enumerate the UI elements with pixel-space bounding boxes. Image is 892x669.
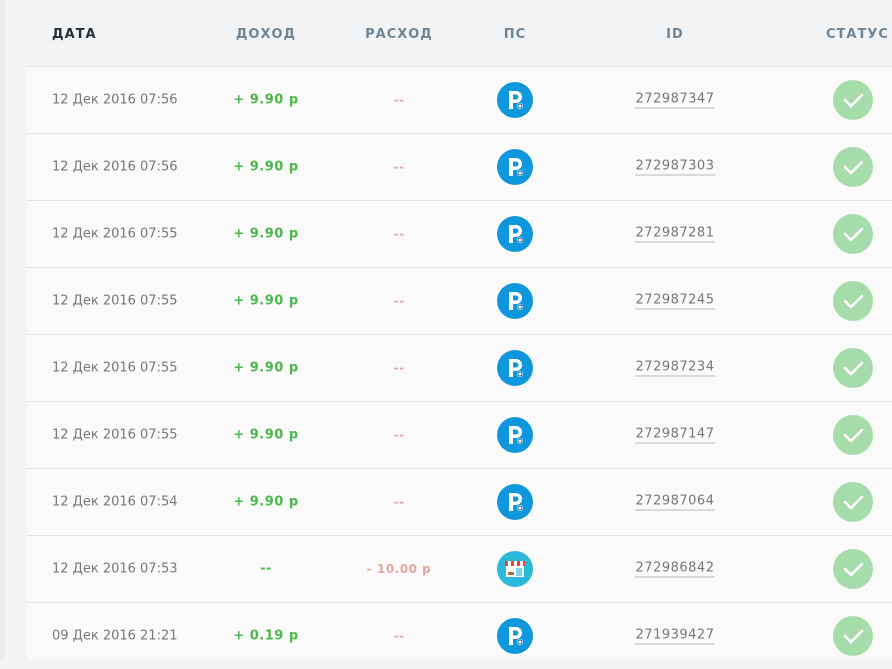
- payment-system-p-icon: [497, 82, 533, 118]
- row-income: + 9.90 р: [233, 92, 299, 108]
- table-row: 12 Дек 2016 07:55 + 9.90 р -- 272987281: [27, 200, 892, 267]
- table-row: 12 Дек 2016 07:55 + 9.90 р -- 272987147: [27, 401, 892, 468]
- status-check-icon: [833, 147, 873, 187]
- table-row: 12 Дек 2016 07:55 + 9.90 р -- 272987245: [27, 267, 892, 334]
- row-expense: - 10.00 р: [366, 562, 432, 576]
- row-id-link[interactable]: 272987064: [635, 493, 715, 511]
- row-date: 12 Дек 2016 07:56: [52, 92, 178, 108]
- row-date: 12 Дек 2016 07:55: [52, 427, 178, 443]
- row-id-link[interactable]: 272987147: [635, 426, 715, 444]
- row-expense: --: [393, 629, 405, 643]
- payment-system-p-icon: [497, 350, 533, 386]
- row-income: + 9.90 р: [233, 427, 299, 443]
- row-expense: --: [393, 495, 405, 509]
- row-income: + 9.90 р: [233, 159, 299, 175]
- status-check-icon: [833, 549, 873, 589]
- payment-system-p-icon: [497, 149, 533, 185]
- status-check-icon: [833, 214, 873, 254]
- header-expense[interactable]: РАСХОД: [365, 27, 433, 42]
- status-check-icon: [833, 482, 873, 522]
- row-expense: --: [393, 294, 405, 308]
- table-row: 12 Дек 2016 07:56 + 9.90 р -- 272987303: [27, 133, 892, 200]
- transactions-table: ДАТА ДОХОД РАСХОД ПС ID СТАТУС 12 Дек 20…: [27, 0, 892, 659]
- row-income: + 0.19 р: [233, 628, 299, 644]
- table-row: 09 Дек 2016 21:21 + 0.19 р -- 271939427: [27, 602, 892, 669]
- row-expense: --: [393, 227, 405, 241]
- payment-system-p-icon: [497, 484, 533, 520]
- row-date: 12 Дек 2016 07:55: [52, 226, 178, 242]
- row-income: + 9.90 р: [233, 494, 299, 510]
- header-id[interactable]: ID: [666, 27, 684, 42]
- row-date: 12 Дек 2016 07:55: [52, 360, 178, 376]
- row-id-link[interactable]: 272986842: [635, 560, 715, 578]
- row-id-link[interactable]: 272987245: [635, 292, 715, 310]
- status-check-icon: [833, 616, 873, 656]
- row-expense: --: [393, 160, 405, 174]
- header-income[interactable]: ДОХОД: [235, 27, 297, 42]
- row-id-link[interactable]: 272987234: [635, 359, 715, 377]
- status-check-icon: [833, 281, 873, 321]
- table-row: 12 Дек 2016 07:54 + 9.90 р -- 272987064: [27, 468, 892, 535]
- row-date: 12 Дек 2016 07:55: [52, 293, 178, 309]
- left-gutter: [0, 0, 5, 659]
- header-ps[interactable]: ПС: [503, 27, 527, 42]
- row-income: + 9.90 р: [233, 293, 299, 309]
- header-status[interactable]: СТАТУС: [826, 27, 889, 42]
- payment-system-p-icon: [497, 618, 533, 654]
- header-date[interactable]: ДАТА: [52, 27, 97, 42]
- row-expense: --: [393, 361, 405, 375]
- row-date: 09 Дек 2016 21:21: [52, 628, 178, 644]
- status-check-icon: [833, 415, 873, 455]
- row-id-link[interactable]: 272987303: [635, 158, 715, 176]
- payment-system-p-icon: [497, 216, 533, 252]
- table-header: ДАТА ДОХОД РАСХОД ПС ID СТАТУС: [27, 0, 892, 66]
- status-check-icon: [833, 80, 873, 120]
- row-income: --: [260, 561, 272, 577]
- payment-system-p-icon: [497, 283, 533, 319]
- row-date: 12 Дек 2016 07:56: [52, 159, 178, 175]
- payment-system-p-icon: [497, 417, 533, 453]
- row-id-link[interactable]: 272987281: [635, 225, 715, 243]
- table-row: 12 Дек 2016 07:53 -- - 10.00 р 272986842: [27, 535, 892, 602]
- row-id-link[interactable]: 272987347: [635, 91, 715, 109]
- row-date: 12 Дек 2016 07:53: [52, 561, 178, 577]
- row-date: 12 Дек 2016 07:54: [52, 494, 178, 510]
- row-id-link[interactable]: 271939427: [635, 627, 715, 645]
- table-row: 12 Дек 2016 07:55 + 9.90 р -- 272987234: [27, 334, 892, 401]
- status-check-icon: [833, 348, 873, 388]
- row-expense: --: [393, 428, 405, 442]
- row-income: + 9.90 р: [233, 226, 299, 242]
- shop-icon: [497, 551, 533, 587]
- row-expense: --: [393, 93, 405, 107]
- table-row: 12 Дек 2016 07:56 + 9.90 р -- 272987347: [27, 66, 892, 133]
- row-income: + 9.90 р: [233, 360, 299, 376]
